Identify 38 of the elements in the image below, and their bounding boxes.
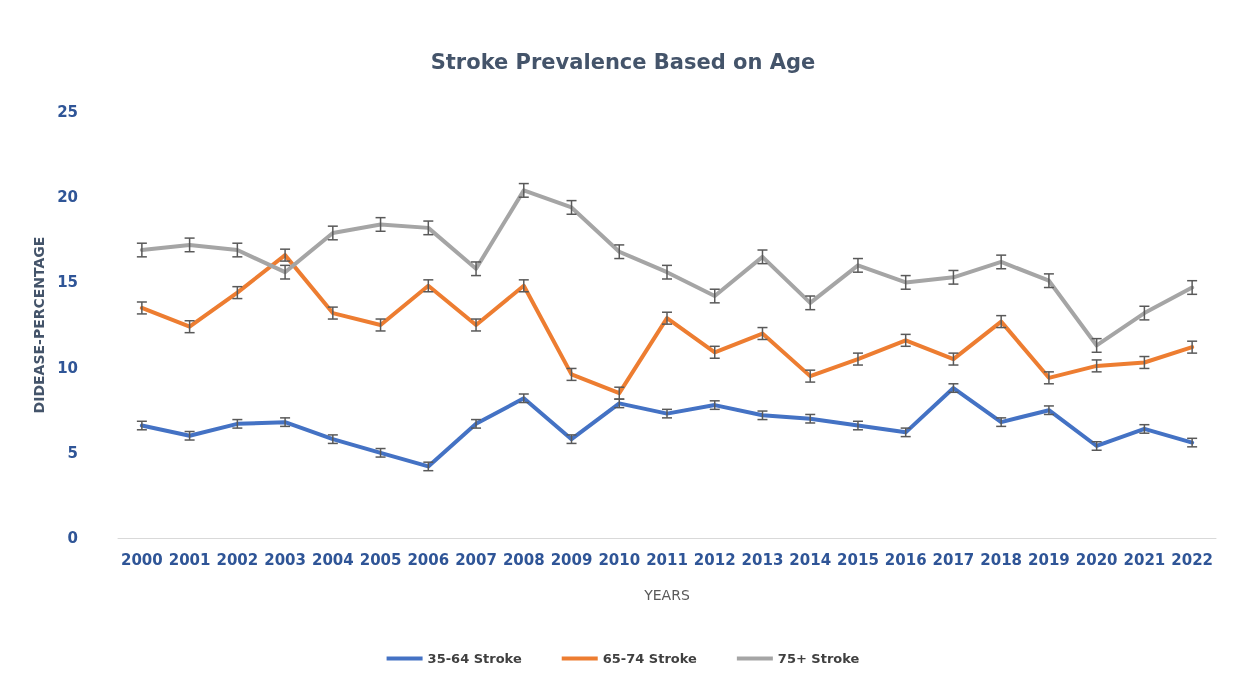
- x-tick-label: 2014: [789, 550, 832, 569]
- legend-label: 35-64 Stroke: [427, 651, 522, 666]
- x-tick-label: 2008: [502, 550, 545, 569]
- x-tick-label: 2000: [120, 550, 163, 569]
- y-axis-title: DIDEASE-PERCENTAGE: [31, 236, 48, 414]
- x-tick-label: 2003: [264, 550, 306, 569]
- x-tick-label: 2001: [168, 550, 211, 569]
- y-tick-label: 15: [57, 273, 78, 292]
- line-series: [139, 386, 1195, 469]
- x-tick-label: 2007: [455, 550, 497, 569]
- line-series: [139, 253, 1195, 396]
- x-tick-label: 2022: [1171, 550, 1214, 569]
- legend-label: 75+ Stroke: [777, 651, 860, 666]
- x-tick-label: 2005: [359, 550, 402, 569]
- x-tick-label: 2021: [1123, 550, 1166, 569]
- y-tick-label: 25: [57, 103, 78, 121]
- x-axis-title: YEARS: [643, 587, 690, 603]
- y-tick-label: 20: [57, 188, 78, 207]
- chart-title: Stroke Prevalence Based on Age: [430, 49, 816, 74]
- x-tick-label: 2020: [1075, 550, 1118, 569]
- legend-label: 65-74 Stroke: [602, 651, 698, 666]
- x-tick-label: 2002: [216, 550, 259, 569]
- x-tick-label: 2019: [1028, 550, 1070, 569]
- x-tick-label: 2016: [884, 550, 927, 569]
- x-tick-label: 2006: [407, 550, 450, 569]
- x-tick-label: 2018: [980, 550, 1023, 569]
- x-tick-label: 2017: [932, 550, 975, 569]
- y-tick-label: 5: [67, 443, 78, 462]
- x-tick-label: 2012: [693, 550, 736, 569]
- y-tick-label: 0: [67, 529, 78, 547]
- x-tick-label: 2010: [598, 550, 641, 569]
- x-tick-label: 2009: [550, 550, 593, 569]
- x-tick-label: 2013: [741, 550, 784, 569]
- line-series: [139, 188, 1195, 348]
- x-tick-label: 2011: [646, 550, 688, 569]
- x-tick-label: 2004: [311, 550, 354, 569]
- y-tick-label: 10: [57, 358, 78, 377]
- x-tick-label: 2015: [837, 550, 879, 569]
